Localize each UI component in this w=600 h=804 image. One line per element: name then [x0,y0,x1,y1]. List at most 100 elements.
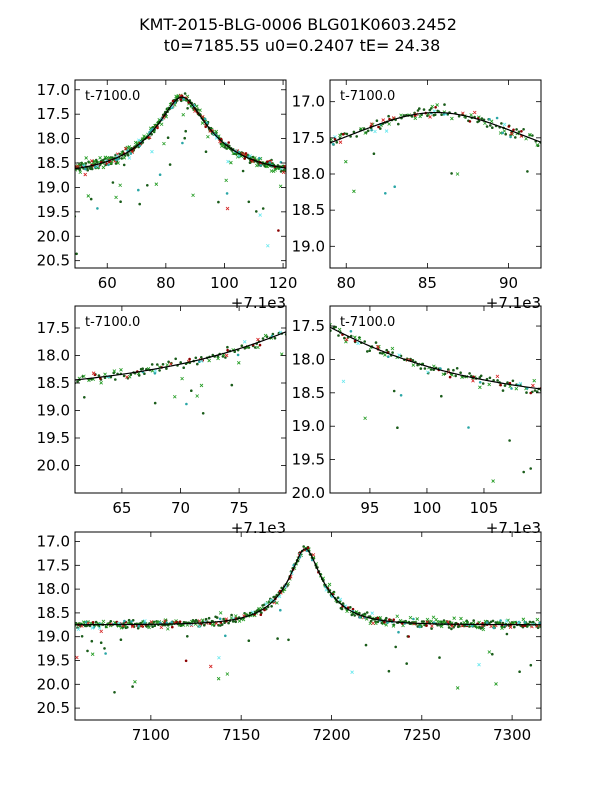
data-point-cross [431,615,436,620]
data-point [90,639,94,643]
data-point [428,108,432,112]
data-point-cross [92,159,97,163]
data-point [333,137,337,141]
data-point [501,131,505,135]
data-point-cross [199,359,204,363]
data-point [450,627,453,631]
data-point [416,363,419,367]
data-point [261,207,265,210]
axes-frame [74,79,287,269]
data-point [423,367,427,370]
data-point-cross [371,621,375,626]
data-point [261,337,265,340]
data-point [190,389,193,393]
data-point-cross [459,616,463,621]
data-point-cross [83,172,88,177]
data-point [505,632,509,636]
data-point [454,374,458,378]
data-point [90,167,94,171]
data-point-cross [429,619,433,624]
data-point [488,118,491,121]
data-point [478,381,482,384]
data-point-cross [90,652,95,656]
data-point [306,546,310,550]
data-point [467,426,470,429]
data-point [472,619,476,622]
data-point [337,334,340,337]
data-point-cross [415,617,420,621]
data-point [353,614,357,617]
data-point [386,621,389,624]
data-point-cross [150,149,154,154]
data-point [203,623,206,627]
data-point [182,97,186,101]
data-point [86,649,89,653]
data-point [268,161,272,164]
data-point [230,613,233,617]
data-point-cross [344,159,348,164]
data-point [499,619,502,622]
data-point [488,376,492,380]
data-point [358,611,361,615]
data-point-cross [356,341,360,346]
data-point-cross [327,582,332,587]
data-point [515,128,518,131]
data-point [151,625,154,628]
data-point-cross [122,156,127,160]
data-point [184,129,187,133]
data-point-cross [180,376,184,381]
data-point-cross [264,602,268,606]
data-point [97,374,101,377]
data-point [270,605,273,608]
data-point-cross [435,103,439,107]
data-point [194,356,198,360]
data-point [378,351,382,355]
data-point [536,626,540,630]
data-point-cross [518,381,523,386]
data-point [158,173,162,176]
data-point-cross [531,383,535,388]
data-point-cross [224,178,228,183]
figure-title-line-2: t0=7185.55 u0=0.2407 tE= 24.38 [164,36,441,55]
data-point [137,188,140,192]
y-tick-label: 17.0 [292,93,325,111]
data-point-cross [248,154,252,158]
data-point-cross [530,624,534,629]
data-point [179,98,182,101]
data-point [438,656,441,659]
data-point-cross [430,104,435,109]
x-tick-label: 90 [499,274,518,292]
data-point [522,470,525,474]
data-point [422,108,426,111]
data-point-cross [535,617,540,622]
x-tick-label: 120 [269,274,298,292]
data-point [158,369,161,372]
data-point [491,126,494,129]
data-point [138,144,142,148]
data-point [277,229,280,232]
data-point [523,621,527,624]
data-point [351,607,355,611]
data-point-cross [127,374,132,379]
data-point [368,349,372,353]
data-point [122,374,126,378]
data-point [455,367,459,370]
data-point [136,626,140,630]
panel-top-left: 60 80 100 120 17.0 17.5 18.0 18.5 19.0 19.5 20.0 20… [37,79,298,312]
y-tick-label: 17.5 [292,129,325,147]
data-point [94,620,98,624]
model-curve [75,96,286,170]
data-point-cross [191,193,195,198]
data-point [184,659,188,663]
data-point [495,116,499,120]
data-point [331,142,335,146]
y-tick-label: 19.5 [37,429,70,447]
data-point-cross [338,133,342,138]
data-point-cross [352,189,356,194]
data-point [349,606,352,609]
data-point [491,619,495,623]
data-point [514,136,517,139]
data-point-cross [197,624,202,629]
data-point-cross [105,155,110,160]
